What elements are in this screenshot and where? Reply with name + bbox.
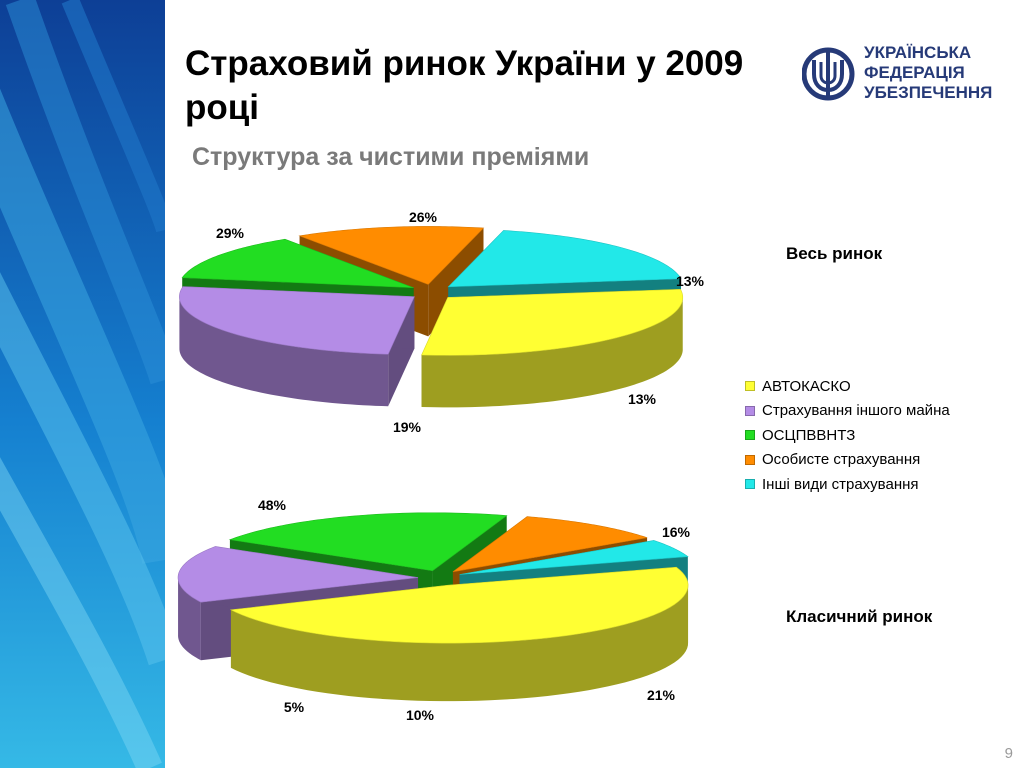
pie-slice [229, 566, 689, 702]
logo-text: УКРАЇНСЬКА ФЕДЕРАЦІЯ УБЕЗПЕЧЕННЯ [864, 43, 992, 103]
slice-percent-label: 21% [647, 687, 676, 703]
slice-wall [179, 295, 389, 407]
legend-item: АВТОКАСКО [745, 374, 950, 399]
slice-percent-label: 16% [662, 524, 691, 540]
slice-percent-label: 13% [676, 273, 705, 289]
legend-label: АВТОКАСКО [762, 377, 851, 395]
legend-swatch [745, 479, 755, 490]
slide-title: Страховий ринок України у 2009 році [185, 44, 744, 127]
slice-top [447, 230, 682, 288]
slice-wall [421, 296, 683, 408]
slice-wall [230, 584, 689, 702]
slice-top [228, 512, 508, 572]
slice-percent-label: 26% [409, 209, 438, 225]
slice-top [421, 288, 684, 356]
pie-chart-1: 48% 16% 21% 10% 5% [177, 497, 691, 723]
pie-slice [421, 288, 684, 408]
legend-label: Страхування іншого майна [762, 402, 950, 420]
slice-percent-label: 13% [628, 391, 657, 407]
slice-top [452, 516, 648, 573]
legend-item: Інші види страхування [745, 472, 950, 497]
slice-top [181, 238, 414, 289]
slice-wall [178, 576, 201, 661]
pie-title-whole-market: Весь ринок [786, 244, 883, 263]
legend-label: Інші види страхування [762, 475, 919, 493]
slice-top [298, 226, 485, 285]
slice-percent-label: 10% [406, 707, 435, 723]
logo-line: УБЕЗПЕЧЕННЯ [864, 83, 993, 102]
legend-swatch [745, 454, 755, 465]
pie-slice [179, 286, 415, 407]
slice-top [179, 286, 415, 355]
slice-percent-label: 19% [393, 419, 422, 435]
slice-top [229, 566, 689, 644]
slide-subtitle: Структура за чистими преміями [192, 143, 590, 171]
slice-top [459, 540, 689, 575]
slice-percent-label: 48% [258, 497, 287, 513]
legend-item: Особисте страхування [745, 448, 950, 473]
chart-legend: АВТОКАСКО Страхування іншого майна ОСЦПВ… [745, 374, 950, 497]
federation-logo-icon [802, 47, 855, 101]
legend-swatch [745, 405, 755, 416]
page-number: 9 [1004, 745, 1013, 762]
pie-chart-0: 29% 26% 13% 13% 19% [179, 209, 705, 435]
slice-top [177, 546, 419, 603]
legend-label: ОСЦПВВНТЗ [762, 426, 856, 444]
pie-title-classic-market: Класичний ринок [786, 607, 933, 626]
logo-line: ФЕДЕРАЦІЯ [864, 63, 965, 82]
legend-swatch [745, 430, 755, 441]
slice-percent-label: 29% [216, 225, 245, 241]
logo-line: УКРАЇНСЬКА [864, 43, 972, 62]
legend-item: ОСЦПВВНТЗ [745, 423, 950, 448]
legend-item: Страхування іншого майна [745, 399, 950, 424]
legend-swatch [745, 381, 755, 392]
slice-percent-label: 5% [284, 699, 305, 715]
sidebar-decoration [0, 0, 165, 768]
legend-label: Особисте страхування [762, 451, 921, 469]
